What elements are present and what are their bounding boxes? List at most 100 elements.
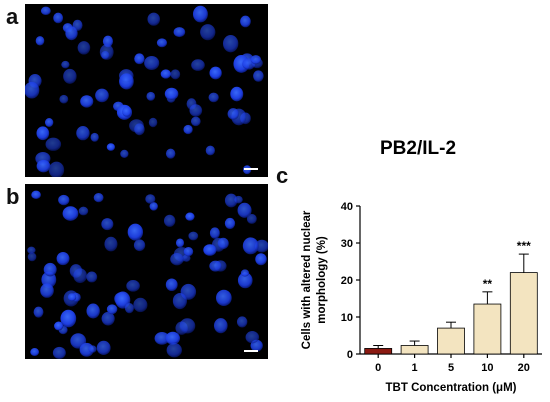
nucleus (86, 271, 98, 283)
nucleus (205, 145, 215, 156)
nucleus (106, 143, 116, 151)
nucleus (101, 218, 114, 231)
nucleus (240, 15, 251, 28)
nucleus (62, 206, 79, 221)
nucleus (250, 55, 262, 65)
nucleus (86, 303, 100, 319)
nucleus (156, 38, 168, 48)
nucleus (124, 302, 134, 314)
nucleus (215, 289, 232, 306)
nucleus (33, 306, 44, 318)
nucleus (48, 161, 65, 177)
nucleus (43, 262, 57, 277)
nucleus (60, 309, 77, 328)
nucleus (175, 238, 185, 248)
nucleus (189, 104, 203, 117)
nucleus (126, 280, 140, 292)
nucleus (149, 202, 158, 211)
nucleus (40, 6, 51, 16)
nucleus (101, 50, 110, 60)
nucleus (30, 348, 40, 357)
nucleus (183, 124, 193, 135)
y-tick-label: 10 (341, 312, 353, 324)
nucleus (254, 239, 268, 253)
nucleus (45, 137, 62, 151)
nucleus (191, 59, 205, 71)
nucleus (165, 278, 178, 292)
nucleus (76, 126, 90, 141)
bar-5 (437, 327, 465, 355)
panel-b-label: b (6, 184, 20, 209)
chart-title: PB2/IL-2 (380, 138, 457, 159)
nucleus (160, 69, 171, 79)
nucleus (208, 92, 219, 103)
nucleus (237, 202, 252, 218)
nucleus (163, 214, 176, 227)
bar-10 (473, 303, 502, 355)
nucleus (101, 311, 115, 326)
nuclei-image-a (25, 4, 268, 177)
nucleus (52, 346, 66, 359)
nucleus (146, 91, 156, 101)
nucleus (119, 73, 134, 90)
significance-marker: *** (517, 239, 531, 253)
y-tick-label: 30 (341, 238, 353, 250)
nucleus (236, 316, 248, 328)
nucleus (165, 331, 181, 345)
nucleus (56, 252, 70, 266)
nucleus (67, 293, 77, 302)
nucleus (88, 345, 97, 353)
nucleus (245, 331, 260, 344)
nucleus (172, 292, 187, 310)
scale-bar (244, 168, 258, 170)
x-tick-label: 0 (375, 362, 381, 374)
bar-20 (509, 272, 538, 355)
scale-bar (244, 350, 258, 352)
nucleus (224, 217, 236, 230)
nucleus (90, 132, 99, 142)
nucleus (170, 252, 184, 266)
nucleus (170, 69, 181, 80)
bar-1 (400, 345, 429, 355)
bar-0 (364, 348, 393, 355)
significance-marker: ** (483, 277, 493, 291)
nucleus (133, 297, 148, 313)
nucleus (95, 88, 109, 103)
nucleus (227, 108, 239, 120)
nucleus (230, 86, 244, 102)
nucleus (96, 340, 111, 355)
nucleus (25, 81, 40, 99)
nucleus (120, 149, 129, 159)
x-tick-label: 10 (481, 362, 493, 374)
nucleus (165, 148, 176, 159)
nucleus (173, 27, 186, 38)
nucleus (200, 24, 216, 41)
nucleus (44, 117, 54, 127)
nucleus (133, 239, 146, 252)
nucleus (246, 213, 257, 224)
nucleus (217, 237, 229, 250)
panel-a-label: a (6, 4, 19, 29)
nucleus (31, 190, 41, 199)
nucleus (148, 117, 158, 128)
nucleus (78, 206, 89, 216)
nuclei-image-b (25, 184, 268, 359)
nucleus (147, 12, 161, 26)
nucleus (93, 192, 104, 203)
nucleus (224, 193, 238, 208)
nucleus (36, 159, 51, 173)
nucleus (203, 244, 217, 256)
panel-c-label: c (276, 163, 289, 188)
nucleus (65, 26, 78, 41)
nucleus (255, 253, 267, 266)
nucleus (242, 237, 259, 255)
x-tick-label: 1 (412, 362, 418, 374)
nucleus (53, 12, 64, 24)
nucleus (179, 318, 196, 334)
y-tick-label: 20 (341, 275, 353, 287)
nucleus (40, 283, 54, 298)
nucleus (134, 53, 145, 65)
y-tick-label: 40 (341, 201, 353, 213)
y-axis-label: Cells with altered nuclear (301, 210, 313, 349)
nucleus (209, 260, 222, 272)
